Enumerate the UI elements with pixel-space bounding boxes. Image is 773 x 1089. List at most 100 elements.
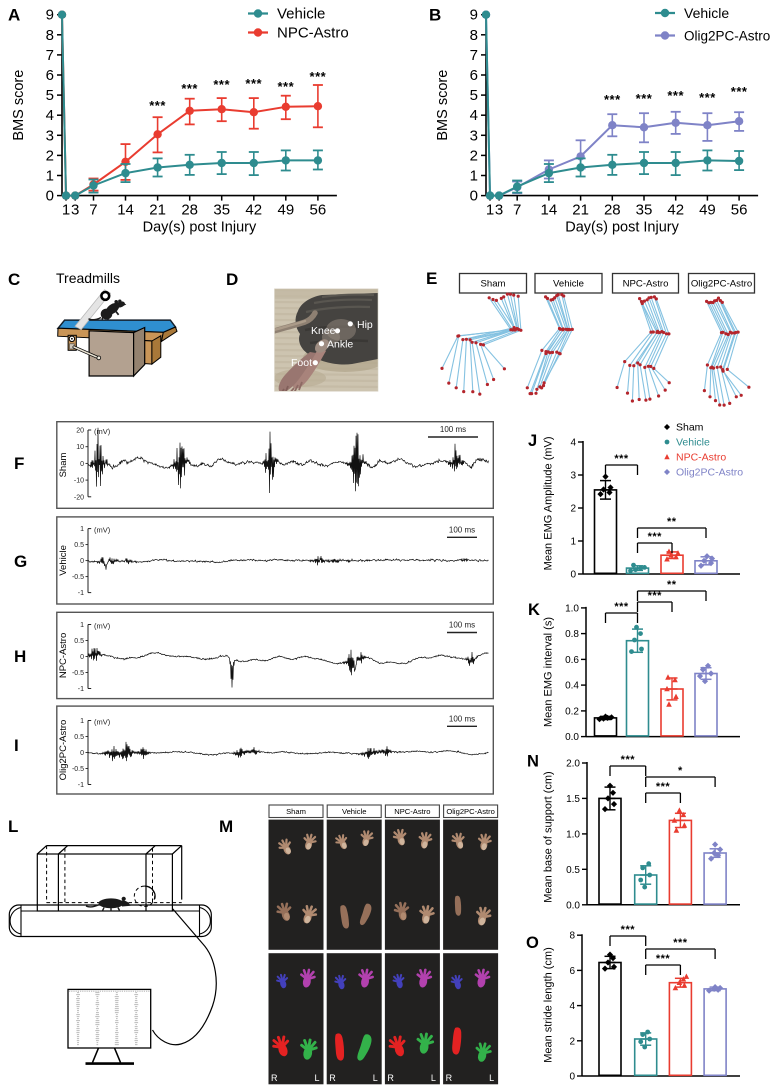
svg-text:**: ** [667, 579, 677, 591]
svg-text:0: 0 [80, 558, 84, 565]
svg-text:Mean EMG Amplitude (mV): Mean EMG Amplitude (mV) [543, 436, 555, 570]
svg-text:14: 14 [541, 202, 558, 219]
svg-text:2.0: 2.0 [566, 759, 580, 770]
svg-text:***: *** [621, 924, 636, 936]
svg-text:(mV): (mV) [94, 526, 111, 535]
svg-text:***: *** [604, 92, 621, 107]
svg-text:1.0: 1.0 [565, 603, 579, 614]
svg-text:1: 1 [80, 622, 84, 629]
svg-text:10: 10 [76, 444, 84, 451]
svg-text:35: 35 [213, 202, 230, 219]
svg-text:9: 9 [470, 7, 478, 24]
svg-text:1: 1 [80, 718, 84, 725]
svg-text:J: J [528, 432, 537, 450]
svg-text:0: 0 [46, 188, 54, 205]
svg-text:*: * [678, 765, 683, 777]
svg-text:0: 0 [570, 570, 576, 581]
svg-text:1: 1 [470, 168, 478, 185]
svg-text:2: 2 [46, 147, 54, 164]
svg-text:N: N [527, 753, 539, 771]
svg-text:6: 6 [470, 67, 478, 84]
svg-text:A: A [8, 6, 20, 25]
svg-text:8: 8 [46, 27, 54, 44]
svg-text:Sham: Sham [286, 807, 306, 816]
svg-text:100 ms: 100 ms [449, 714, 475, 723]
svg-text:***: *** [621, 754, 636, 766]
svg-text:R: R [329, 1073, 336, 1083]
svg-text:20: 20 [76, 428, 84, 435]
svg-text:21: 21 [149, 202, 166, 219]
svg-text:0.5: 0.5 [74, 638, 84, 645]
svg-text:Mean stride length (cm): Mean stride length (cm) [543, 947, 555, 1063]
svg-text:Treadmills: Treadmills [56, 270, 120, 286]
svg-text:R: R [446, 1073, 453, 1083]
svg-text:Vehicle: Vehicle [277, 6, 325, 23]
svg-text:14: 14 [117, 202, 134, 219]
svg-text:Olig2PC-Astro: Olig2PC-Astro [691, 279, 752, 290]
svg-text:Sham: Sham [676, 422, 704, 434]
svg-text:L: L [489, 1073, 494, 1083]
svg-text:***: *** [648, 590, 663, 602]
svg-text:Knee: Knee [311, 325, 336, 337]
svg-text:1.0: 1.0 [566, 829, 580, 840]
svg-text:Hip: Hip [357, 319, 373, 331]
svg-text:0: 0 [80, 750, 84, 757]
svg-text:49: 49 [277, 202, 294, 219]
svg-text:1: 1 [62, 202, 70, 219]
svg-text:7: 7 [46, 47, 54, 64]
svg-text:100 ms: 100 ms [440, 425, 466, 434]
svg-text:0.5: 0.5 [566, 865, 580, 876]
svg-text:-0.5: -0.5 [72, 574, 84, 581]
svg-text:M: M [219, 817, 233, 836]
svg-text:0: 0 [569, 1072, 575, 1083]
svg-text:**: ** [667, 516, 677, 528]
svg-text:***: *** [656, 953, 671, 965]
svg-text:4: 4 [470, 107, 478, 124]
svg-text:L: L [8, 817, 18, 836]
svg-text:NPC-Astro: NPC-Astro [394, 807, 430, 816]
svg-text:BMS score: BMS score [11, 70, 27, 141]
svg-text:Mean base of support (cm): Mean base of support (cm) [543, 771, 555, 902]
svg-text:BMS score: BMS score [435, 70, 451, 141]
svg-text:Mean EMG interval (s): Mean EMG interval (s) [543, 617, 555, 727]
svg-text:1: 1 [486, 202, 494, 219]
svg-text:3: 3 [71, 202, 79, 219]
svg-text:35: 35 [636, 202, 653, 219]
svg-text:F: F [14, 454, 24, 473]
svg-text:4: 4 [569, 1001, 575, 1012]
svg-text:100 ms: 100 ms [449, 525, 475, 534]
svg-text:***: *** [614, 601, 629, 613]
svg-text:3: 3 [46, 127, 54, 144]
svg-text:Olig2PC-Astro: Olig2PC-Astro [676, 467, 743, 479]
svg-text:-10: -10 [74, 478, 84, 485]
svg-text:Foot: Foot [291, 357, 312, 369]
svg-text:NPC-Astro: NPC-Astro [277, 25, 349, 42]
svg-text:1: 1 [570, 537, 576, 548]
svg-text:2: 2 [470, 147, 478, 164]
svg-text:L: L [431, 1073, 436, 1083]
svg-text:***: *** [310, 69, 327, 84]
svg-text:B: B [429, 6, 441, 25]
svg-text:NPC-Astro: NPC-Astro [58, 633, 69, 678]
svg-text:28: 28 [604, 202, 621, 219]
svg-text:1: 1 [46, 168, 54, 185]
svg-text:Olig2PC-Astro: Olig2PC-Astro [58, 720, 69, 781]
svg-text:***: *** [213, 77, 230, 92]
svg-text:Vehicle: Vehicle [58, 545, 69, 576]
svg-text:Sham: Sham [480, 279, 505, 290]
svg-text:Sham: Sham [58, 453, 69, 478]
svg-text:(mV): (mV) [94, 427, 111, 436]
svg-text:Vehicle: Vehicle [553, 279, 584, 290]
svg-text:I: I [14, 736, 19, 755]
svg-text:4: 4 [570, 438, 576, 449]
svg-text:9: 9 [46, 7, 54, 24]
svg-text:4: 4 [46, 107, 54, 124]
svg-text:21: 21 [572, 202, 589, 219]
svg-text:-0.5: -0.5 [72, 670, 84, 677]
svg-text:0.8: 0.8 [565, 629, 579, 640]
svg-text:Olig2PC-Astro: Olig2PC-Astro [446, 807, 495, 816]
svg-text:Vehicle: Vehicle [342, 807, 367, 816]
svg-text:***: *** [614, 453, 629, 465]
svg-text:Day(s) post Injury: Day(s) post Injury [565, 220, 679, 236]
svg-text:C: C [8, 270, 20, 289]
